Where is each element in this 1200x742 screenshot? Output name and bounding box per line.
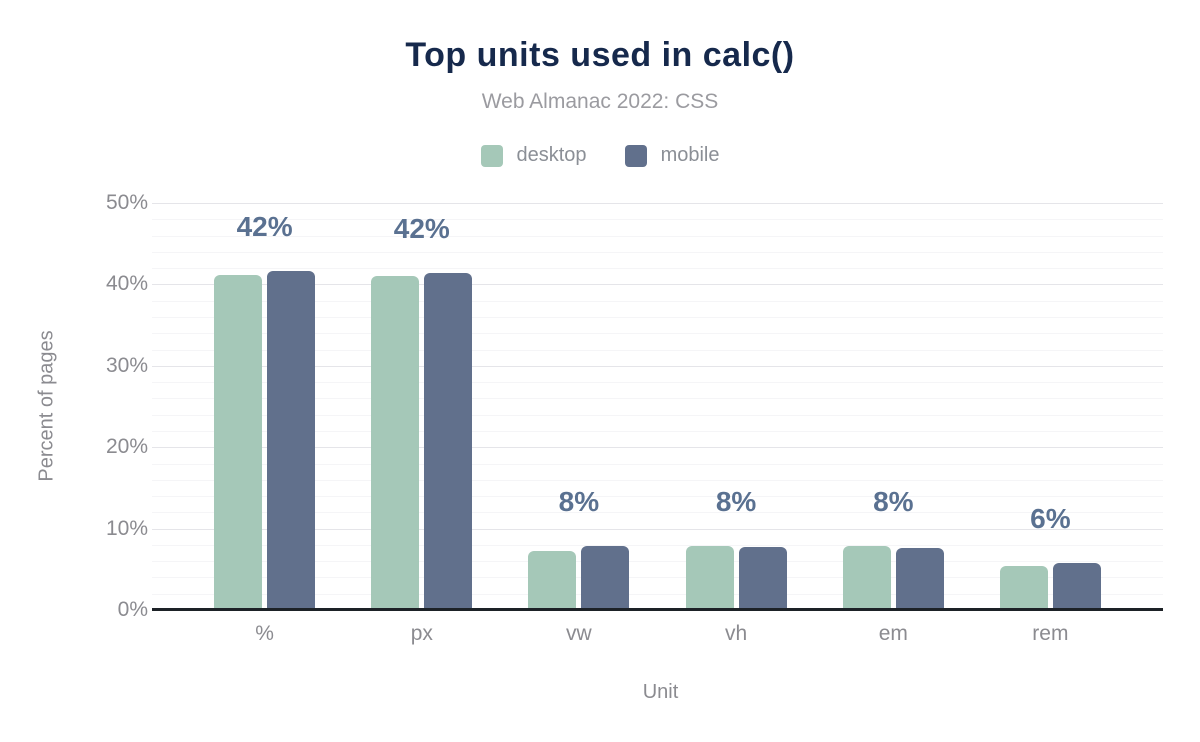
x-tick-label-em: em [878,622,908,645]
bar-desktop-em [842,545,891,610]
x-tick-label-vh: vh [725,622,748,645]
bar-mobile-rem [1052,562,1101,610]
gridline-14 [152,496,1163,497]
bar-desktop-% [214,274,263,610]
gridline-26 [152,398,1163,400]
y-tick-label: 20% [105,435,148,459]
x-axis-line [152,608,1163,611]
desktop-legend-swatch-icon [480,144,503,167]
gridline-16 [152,479,1163,481]
y-tick-label: 40% [105,272,148,296]
legend-label-mobile: mobile [660,144,720,166]
gridline-24 [152,414,1163,416]
y-tick-label: 0% [117,598,148,621]
gridline-30 [152,365,1163,367]
gridline-6 [152,561,1163,563]
bar-desktop-px [371,276,420,610]
gridline-42 [152,268,1163,270]
bar-desktop-vw [528,551,577,610]
x-axis-title: Unit [642,681,679,703]
gridline-4 [152,577,1163,579]
gridline-28 [152,382,1163,384]
gridline-32 [152,349,1163,351]
bar-mobile-vw [581,545,630,610]
y-tick-label: 30% [105,353,148,377]
bar-desktop-rem [999,566,1048,610]
value-label-px: 42% [393,213,450,244]
gridline-38 [152,300,1163,302]
gridline-22 [152,430,1163,432]
y-tick-label: 10% [105,516,148,540]
mobile-legend-swatch-icon [624,144,647,167]
gridline-2 [152,593,1163,595]
x-tick-label-px: px [410,622,433,645]
gridline-46 [152,235,1163,237]
gridline-20 [152,447,1163,449]
gridline-50 [152,203,1163,204]
legend: desktop mobile [0,144,1200,167]
value-label-vh: 8% [715,485,757,517]
y-tick-label: 50% [105,191,148,214]
x-tick-label-rem: rem [1032,622,1069,645]
value-label-em: 8% [873,485,914,517]
x-tick-label-%: % [255,622,274,645]
gridline-10 [152,528,1163,530]
chart-subtitle: Web Almanac 2022: CSS [481,90,719,113]
legend-label-desktop: desktop [516,144,587,166]
value-label-rem: 6% [1030,502,1071,534]
chart-title: Top units used in calc() [405,36,795,74]
gridline-18 [152,463,1163,465]
gridline-34 [152,333,1163,335]
gridline-48 [152,219,1163,221]
gridline-8 [152,544,1163,546]
gridline-40 [152,284,1163,286]
value-label-%: 42% [236,211,293,243]
gridline-44 [152,251,1163,253]
gridline-36 [152,317,1163,318]
x-tick-label-vw: vw [566,622,592,645]
legend-item-mobile: mobile [624,144,720,167]
value-label-vw: 8% [558,485,600,517]
gridline-12 [152,512,1163,514]
bar-mobile-vh [738,547,787,610]
bar-mobile-px [424,273,473,610]
bar-mobile-em [895,548,944,610]
bar-desktop-vh [685,545,734,610]
legend-item-desktop: desktop [480,144,587,167]
bar-mobile-% [267,271,316,610]
